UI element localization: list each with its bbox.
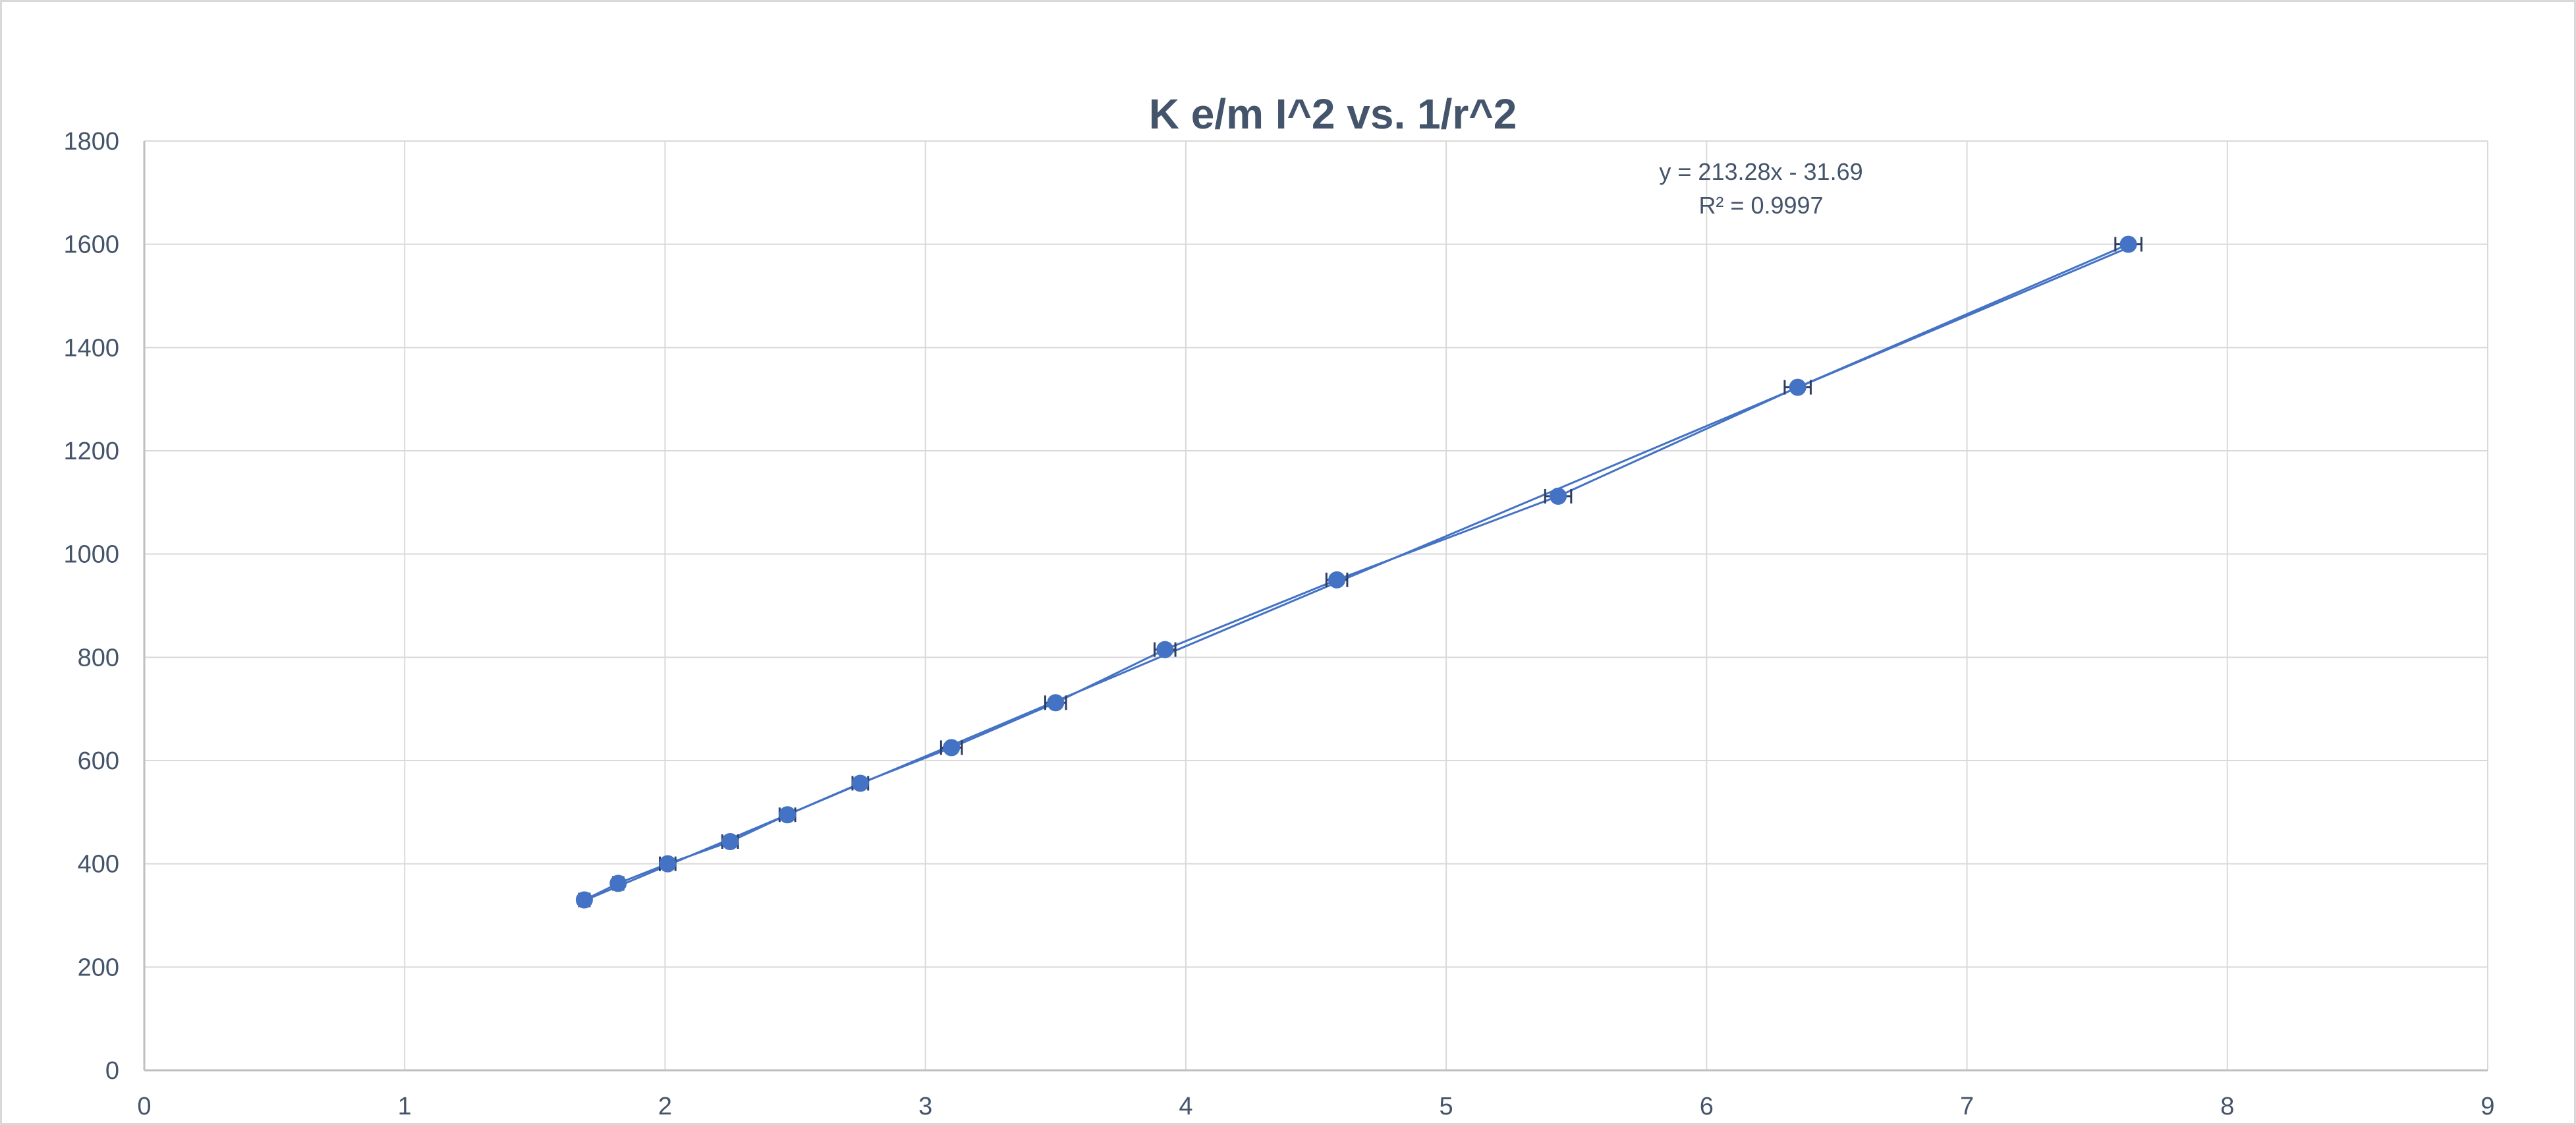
data-point	[1550, 487, 1567, 505]
y-tick-label: 400	[78, 851, 119, 879]
x-tick-label: 3	[918, 1093, 932, 1120]
data-point	[1328, 571, 1346, 589]
trendline-r2-label: R² = 0.9997	[1698, 192, 1823, 219]
y-tick-label: 0	[105, 1057, 119, 1085]
x-tick-label: 9	[2480, 1093, 2494, 1120]
x-tick-label: 1	[398, 1093, 412, 1120]
y-tick-label: 1400	[63, 334, 119, 362]
data-point	[1789, 378, 1806, 396]
data-point	[659, 855, 677, 873]
x-tick-label: 6	[1700, 1093, 1714, 1120]
y-tick-label: 1200	[63, 438, 119, 465]
x-tick-label: 8	[2220, 1093, 2234, 1120]
axis-layer	[143, 141, 2488, 1072]
y-tick-label: 800	[78, 644, 119, 672]
x-tick-label: 5	[1440, 1093, 1453, 1120]
y-tick-label: 1800	[63, 128, 119, 156]
y-tick-label: 600	[78, 747, 119, 775]
data-point	[575, 891, 593, 909]
data-point	[779, 806, 797, 824]
data-point	[1047, 694, 1065, 712]
y-tick-label: 1600	[63, 231, 119, 259]
data-point	[1156, 641, 1174, 658]
data-point	[609, 875, 627, 892]
series-line	[584, 243, 2129, 901]
x-tick-label: 4	[1179, 1093, 1192, 1120]
x-tick-label: 7	[1960, 1093, 1974, 1120]
chart-title: K e/m I^2 vs. 1/r^2	[1149, 90, 1517, 138]
data-layer	[575, 235, 2142, 909]
trendline-equation-label: y = 213.28x - 31.69	[1659, 158, 1862, 185]
data-point	[721, 832, 739, 850]
x-tick-label: 2	[658, 1093, 672, 1120]
grid-layer	[144, 140, 2488, 1070]
y-tick-label: 200	[78, 954, 119, 981]
data-point	[943, 739, 961, 757]
x-tick-label: 0	[137, 1093, 151, 1120]
data-point	[2119, 235, 2137, 253]
y-tick-label: 1000	[63, 541, 119, 569]
data-point	[851, 774, 869, 792]
tick-label-layer: 0 200 400 600 800 1000 1200 1400 1600 1800 0 1 2 3 4 5 6…	[63, 128, 2494, 1120]
